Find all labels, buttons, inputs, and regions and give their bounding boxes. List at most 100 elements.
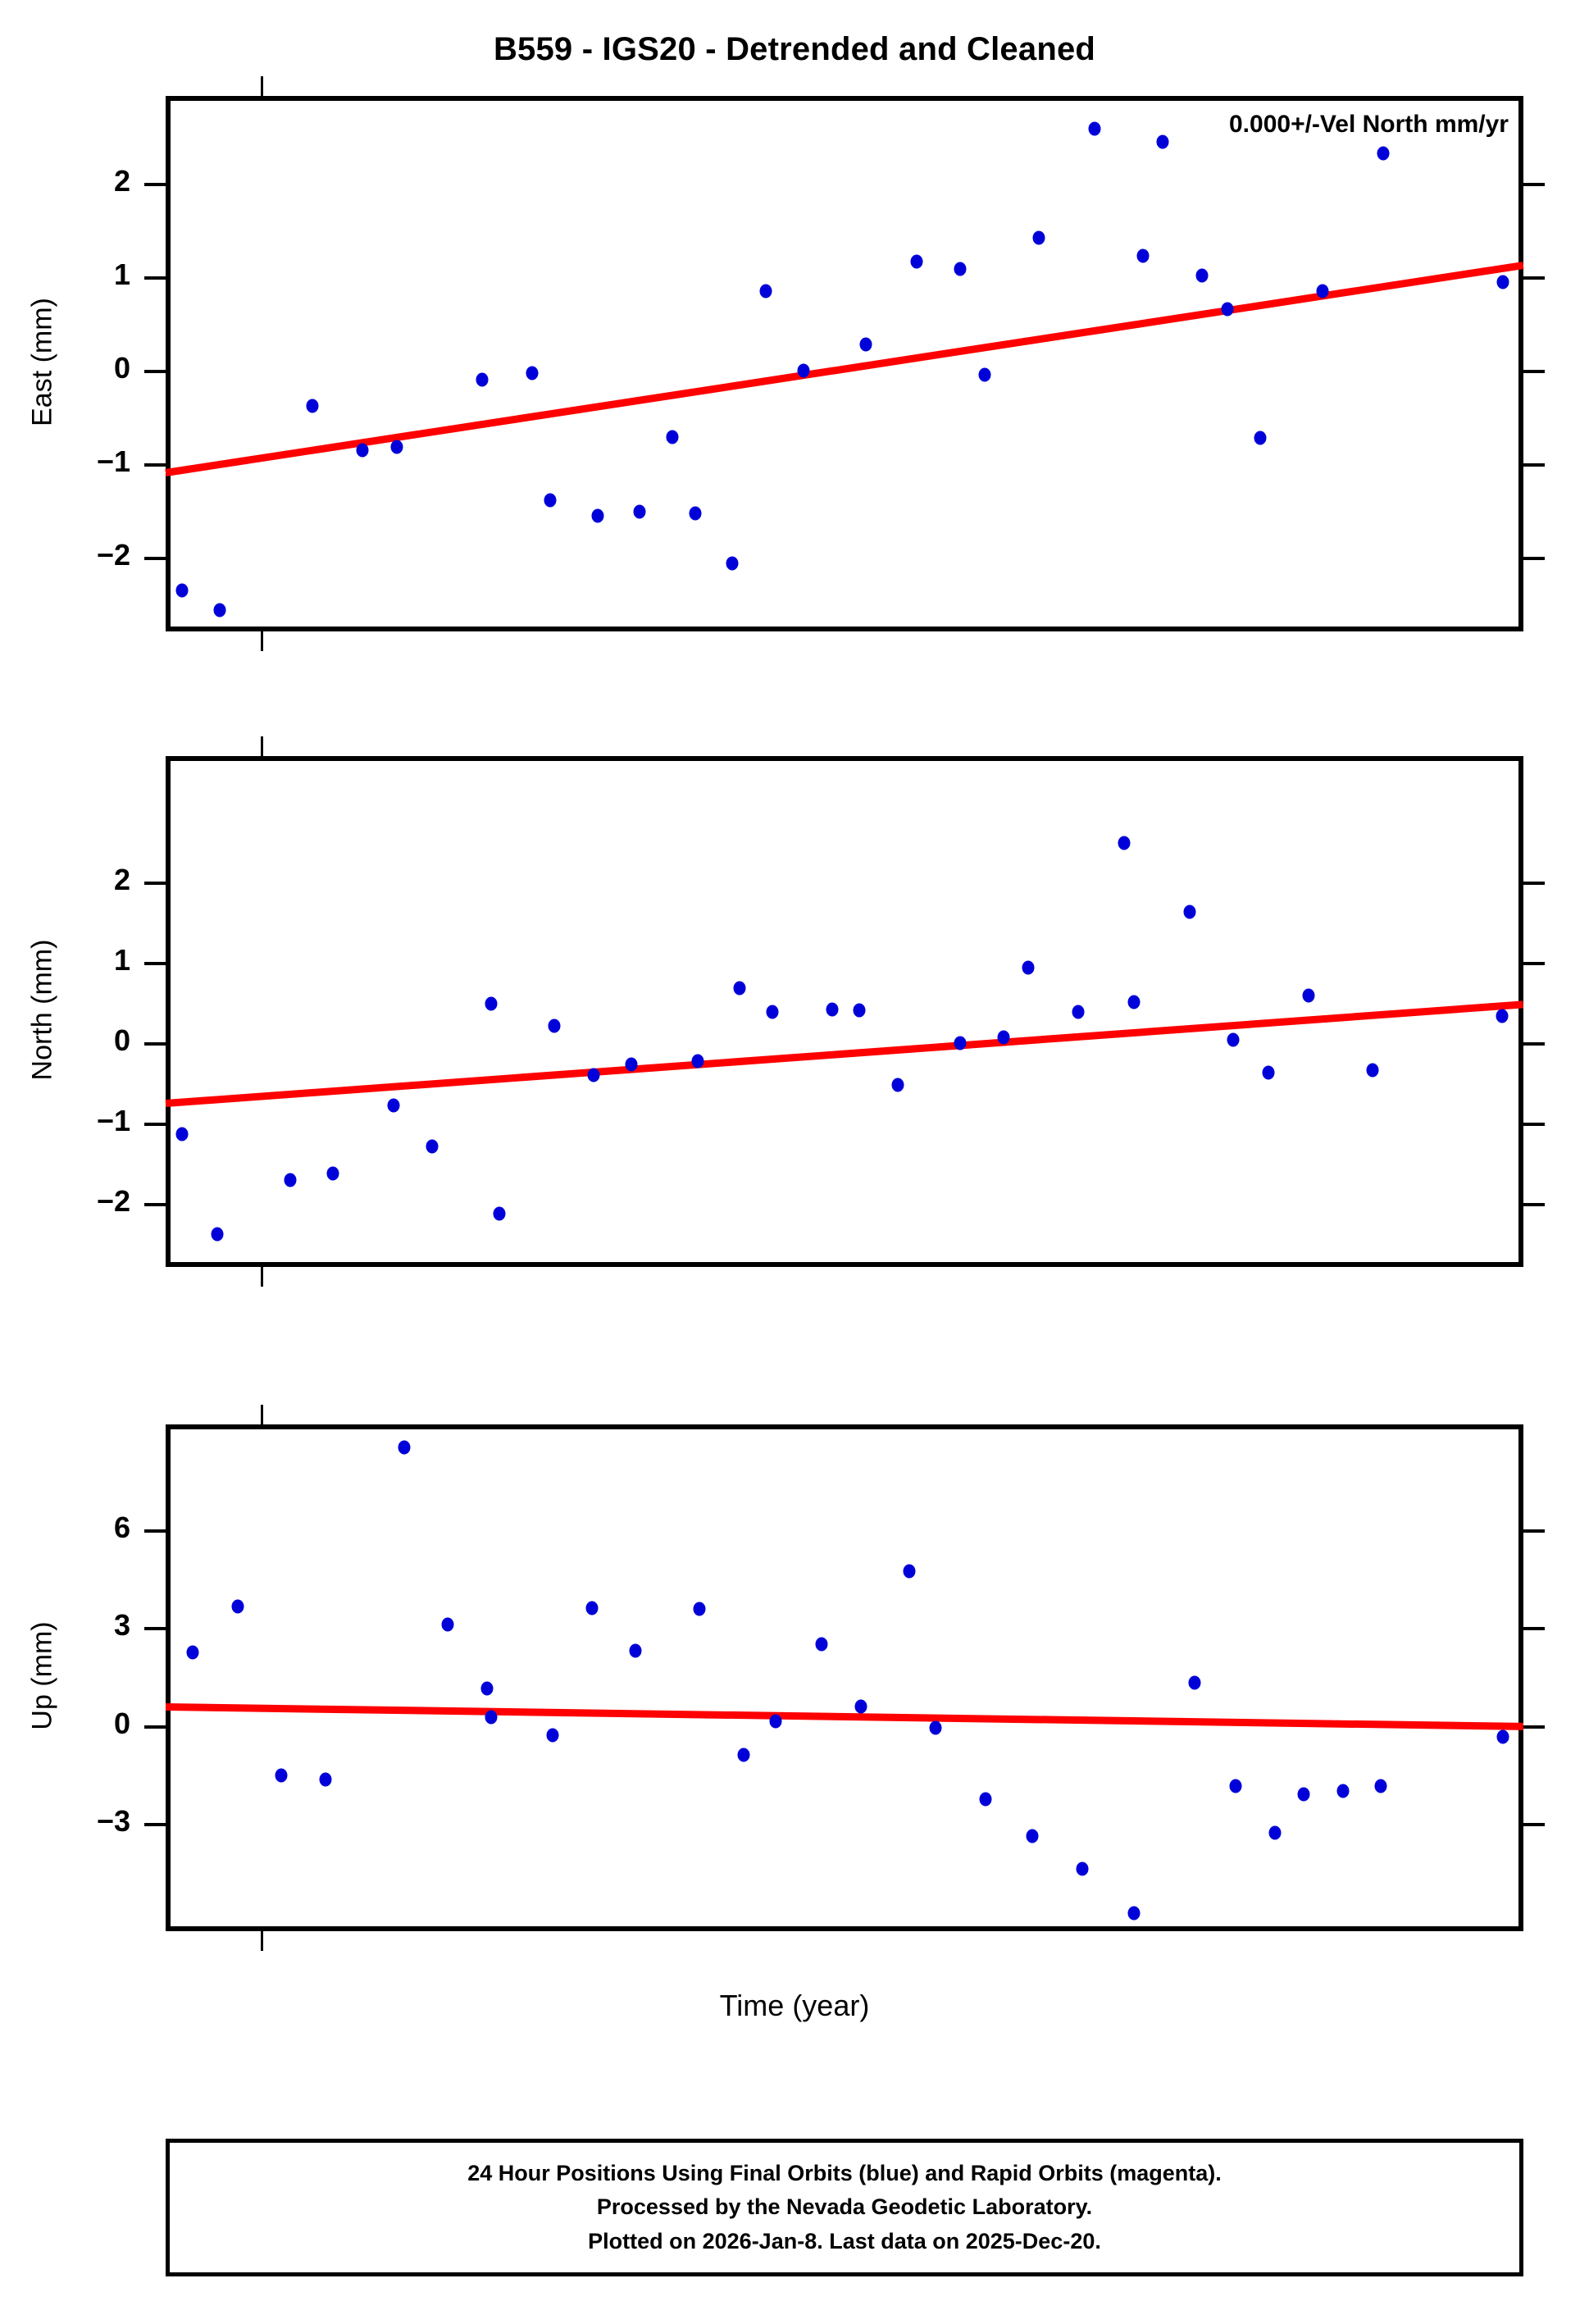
data-point xyxy=(766,1005,779,1019)
y-tick-north-0 xyxy=(144,882,166,885)
y-tick-up-2 xyxy=(144,1725,166,1729)
data-point xyxy=(587,1068,600,1082)
y-tick-up-1 xyxy=(144,1627,166,1631)
y-axis-label-north: North (mm) xyxy=(26,939,58,1080)
panel-up-frame xyxy=(166,1424,1523,1931)
y-tick-right-east-4 xyxy=(1523,557,1545,561)
data-point xyxy=(737,1748,750,1762)
data-point xyxy=(585,1601,599,1615)
data-point xyxy=(356,443,369,458)
y-tick-east-1 xyxy=(144,276,166,280)
data-point xyxy=(978,367,991,382)
data-point xyxy=(476,372,489,387)
data-point xyxy=(485,1710,498,1725)
y-tick-right-east-3 xyxy=(1523,463,1545,467)
data-point xyxy=(1136,248,1150,263)
y-tick-label-up-2: 0 xyxy=(113,1706,130,1740)
data-point xyxy=(213,603,226,617)
y-tick-north-4 xyxy=(144,1203,166,1207)
data-point xyxy=(689,506,702,521)
data-point xyxy=(1366,1063,1379,1078)
data-point xyxy=(284,1173,297,1187)
data-point xyxy=(859,337,872,352)
data-point xyxy=(979,1792,992,1807)
data-point xyxy=(759,284,772,298)
data-point xyxy=(1026,1829,1039,1843)
data-point xyxy=(544,493,557,508)
y-tick-east-3 xyxy=(144,463,166,467)
data-point xyxy=(526,366,539,380)
y-tick-right-north-2 xyxy=(1523,1042,1545,1046)
data-point xyxy=(1227,1032,1240,1047)
data-point xyxy=(1336,1784,1350,1798)
data-point xyxy=(1377,146,1390,161)
x-tick-top-up-0 xyxy=(260,1405,263,1424)
caption-line-1: 24 Hour Positions Using Final Orbits (bl… xyxy=(467,2161,1222,2186)
data-point xyxy=(441,1617,454,1632)
data-point xyxy=(1254,431,1267,445)
data-point xyxy=(1262,1065,1275,1080)
y-tick-label-up-3: −3 xyxy=(96,1804,130,1839)
y-tick-right-up-2 xyxy=(1523,1725,1545,1729)
data-point xyxy=(854,1699,867,1714)
data-point xyxy=(633,504,646,519)
data-point xyxy=(1022,960,1035,975)
y-tick-label-north-2: 0 xyxy=(113,1023,130,1058)
caption-line-2: Processed by the Nevada Geodetic Laborat… xyxy=(596,2194,1093,2220)
data-point xyxy=(929,1720,942,1735)
data-point xyxy=(726,556,739,571)
data-point xyxy=(1183,905,1196,919)
data-point xyxy=(175,1127,189,1141)
y-tick-label-east-2: 0 xyxy=(113,351,130,385)
y-tick-right-east-1 xyxy=(1523,276,1545,280)
panel-north xyxy=(166,756,1523,1267)
y-tick-label-north-4: −2 xyxy=(96,1184,130,1219)
panel-east-frame xyxy=(166,96,1523,631)
data-point xyxy=(666,430,679,444)
data-point xyxy=(1188,1675,1201,1690)
data-point xyxy=(1076,1861,1089,1876)
data-point xyxy=(815,1637,828,1652)
data-point xyxy=(1088,121,1101,136)
data-point xyxy=(398,1440,411,1455)
data-point xyxy=(175,583,189,598)
data-point xyxy=(275,1768,288,1783)
y-tick-east-2 xyxy=(144,370,166,374)
x-tick-north-0 xyxy=(260,1267,263,1287)
caption-box: 24 Hour Positions Using Final Orbits (bl… xyxy=(166,2139,1523,2276)
data-point xyxy=(306,399,319,413)
y-tick-label-east-3: −1 xyxy=(96,444,130,479)
y-tick-east-0 xyxy=(144,183,166,187)
data-point xyxy=(769,1714,782,1729)
data-point xyxy=(1496,1729,1509,1744)
data-point xyxy=(1156,134,1168,149)
data-point xyxy=(387,1098,400,1113)
data-point xyxy=(319,1772,332,1787)
data-point xyxy=(1297,1787,1310,1802)
y-axis-label-up: Up (mm) xyxy=(26,1621,58,1730)
data-point xyxy=(548,1018,561,1033)
data-point xyxy=(485,996,498,1011)
data-point xyxy=(211,1227,224,1242)
panel-north-frame xyxy=(166,756,1523,1267)
y-tick-right-up-0 xyxy=(1523,1529,1545,1533)
y-tick-label-up-1: 3 xyxy=(113,1608,130,1643)
y-tick-label-up-0: 6 xyxy=(113,1510,130,1544)
data-point xyxy=(1496,275,1509,289)
data-point xyxy=(1221,302,1234,317)
data-point xyxy=(691,1054,704,1069)
y-tick-label-east-0: 2 xyxy=(113,164,130,198)
y-tick-north-2 xyxy=(144,1042,166,1046)
y-tick-right-up-1 xyxy=(1523,1627,1545,1631)
y-tick-up-0 xyxy=(144,1529,166,1533)
data-point xyxy=(903,1564,916,1579)
data-point xyxy=(1072,1005,1085,1019)
data-point xyxy=(629,1643,642,1658)
data-point xyxy=(625,1057,638,1072)
panel-east xyxy=(166,96,1523,631)
data-point xyxy=(426,1139,439,1154)
data-point xyxy=(997,1030,1010,1045)
data-point xyxy=(1374,1779,1387,1793)
data-point xyxy=(797,363,810,378)
